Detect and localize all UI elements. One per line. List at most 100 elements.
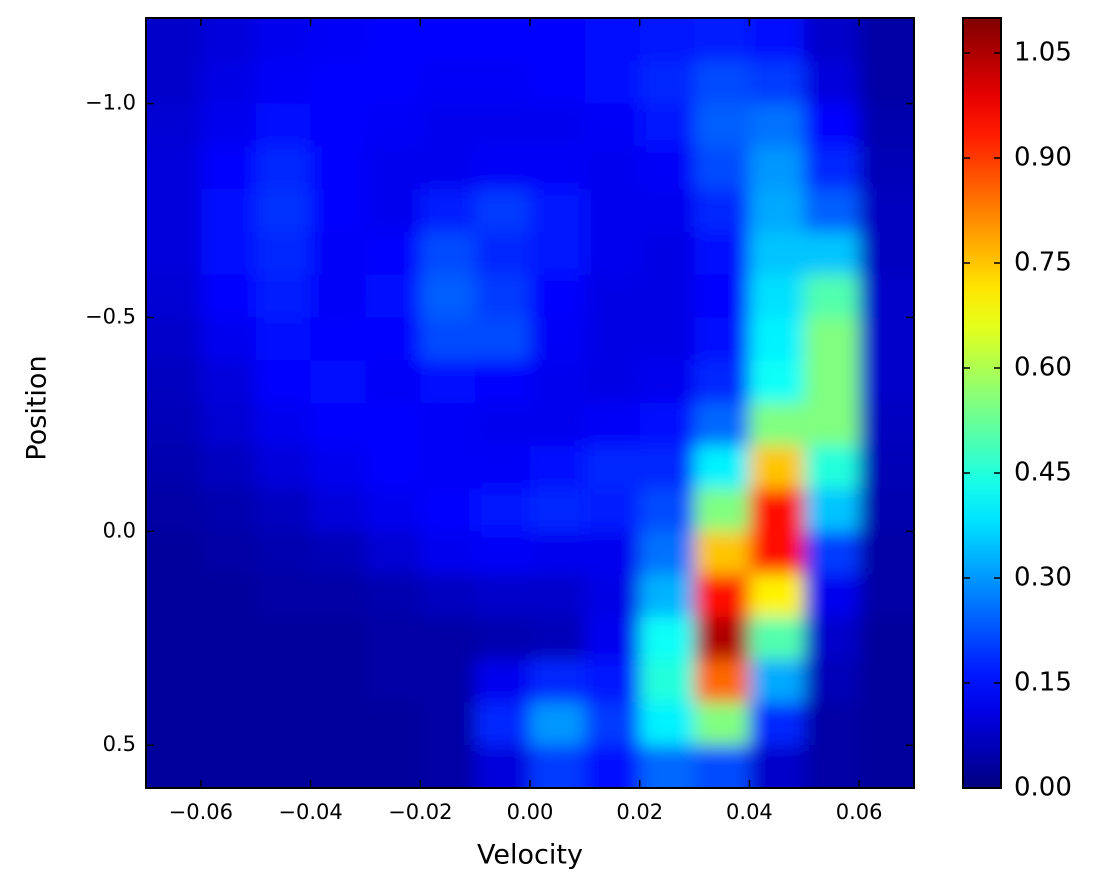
heat-cell bbox=[475, 702, 531, 746]
heat-cell bbox=[804, 103, 860, 147]
heat-cell bbox=[749, 146, 805, 190]
heat-cell bbox=[200, 616, 257, 661]
heat-cell bbox=[694, 745, 750, 788]
heat-cell bbox=[694, 60, 750, 105]
heat-cell bbox=[420, 360, 476, 404]
heat-cell bbox=[420, 103, 476, 147]
heat-cell bbox=[694, 403, 750, 447]
heat-cell bbox=[255, 445, 312, 490]
heat-cell bbox=[420, 702, 476, 746]
heat-cell bbox=[530, 274, 586, 318]
heat-cell bbox=[200, 702, 257, 746]
heat-cell bbox=[804, 702, 860, 746]
heat-cell bbox=[255, 360, 312, 404]
heat-cell bbox=[475, 745, 531, 788]
heat-cell bbox=[146, 659, 202, 703]
x-tick-label: −0.04 bbox=[278, 800, 342, 824]
heat-cell bbox=[310, 103, 366, 147]
heat-cell bbox=[200, 403, 257, 447]
heat-cell bbox=[310, 146, 366, 190]
heat-cell bbox=[859, 60, 914, 105]
heat-cell bbox=[365, 445, 421, 490]
heat-cell bbox=[804, 445, 860, 490]
heat-cell bbox=[694, 574, 750, 618]
heat-cell bbox=[639, 745, 696, 788]
heat-cell bbox=[859, 360, 914, 404]
heat-cell bbox=[749, 745, 805, 788]
heat-cell bbox=[530, 103, 586, 147]
heat-cell bbox=[530, 574, 586, 618]
heat-cell bbox=[365, 317, 421, 361]
heat-cell bbox=[694, 189, 750, 233]
heat-cell bbox=[804, 146, 860, 190]
heat-cell bbox=[146, 574, 202, 618]
heat-cell bbox=[310, 317, 366, 361]
heat-cell bbox=[749, 60, 805, 105]
heat-cell bbox=[694, 231, 750, 276]
heat-cell bbox=[475, 18, 531, 62]
heat-cell bbox=[475, 103, 531, 147]
heat-cell bbox=[310, 189, 366, 233]
heat-cell bbox=[420, 659, 476, 703]
heat-cell bbox=[420, 574, 476, 618]
heat-cell bbox=[255, 659, 312, 703]
heat-cell bbox=[420, 60, 476, 105]
heat-cell bbox=[475, 445, 531, 490]
heat-cell bbox=[310, 531, 366, 575]
heat-cell bbox=[200, 360, 257, 404]
heat-cell bbox=[859, 146, 914, 190]
heat-cell bbox=[146, 274, 202, 318]
heat-cell bbox=[365, 360, 421, 404]
heat-cell bbox=[639, 531, 696, 575]
heat-cell bbox=[749, 317, 805, 361]
heat-cell bbox=[146, 60, 202, 105]
heat-cell bbox=[310, 745, 366, 788]
heat-cell bbox=[310, 702, 366, 746]
heat-cell bbox=[749, 659, 805, 703]
heat-cell bbox=[146, 488, 202, 532]
heat-cell bbox=[859, 103, 914, 147]
heat-cell bbox=[255, 103, 312, 147]
heat-cell bbox=[255, 18, 312, 62]
heat-cell bbox=[694, 616, 750, 661]
heat-cell bbox=[639, 60, 696, 105]
heat-cell bbox=[639, 403, 696, 447]
y-tick-label: 0.5 bbox=[103, 732, 136, 756]
heat-cell bbox=[365, 146, 421, 190]
heat-cell bbox=[530, 659, 586, 703]
heat-cell bbox=[749, 231, 805, 276]
heat-cell bbox=[584, 702, 641, 746]
heat-cell bbox=[639, 189, 696, 233]
x-tick-label: 0.02 bbox=[616, 800, 663, 824]
heat-cell bbox=[639, 360, 696, 404]
heat-cell bbox=[584, 574, 641, 618]
heat-cell bbox=[584, 745, 641, 788]
heat-cell bbox=[639, 616, 696, 661]
heat-cell bbox=[639, 659, 696, 703]
heat-cell bbox=[200, 18, 257, 62]
heat-cell bbox=[749, 274, 805, 318]
heat-cell bbox=[365, 274, 421, 318]
plot-frame bbox=[145, 17, 915, 789]
heat-cell bbox=[859, 189, 914, 233]
heat-cell bbox=[146, 231, 202, 276]
x-tick-label: −0.02 bbox=[388, 800, 452, 824]
heat-cell bbox=[365, 702, 421, 746]
heat-cell bbox=[200, 745, 257, 788]
heat-cell bbox=[530, 531, 586, 575]
heat-cell bbox=[749, 702, 805, 746]
heat-cell bbox=[420, 231, 476, 276]
heat-cell bbox=[694, 360, 750, 404]
heat-cell bbox=[475, 616, 531, 661]
heat-cell bbox=[749, 488, 805, 532]
colorbar-tick-label: 0.75 bbox=[1014, 248, 1072, 278]
heat-cell bbox=[694, 274, 750, 318]
colorbar-tick-label: 0.60 bbox=[1014, 353, 1072, 383]
heat-cell bbox=[255, 317, 312, 361]
heat-cell bbox=[584, 445, 641, 490]
heat-cell bbox=[859, 659, 914, 703]
heat-cell bbox=[859, 445, 914, 490]
heat-cell bbox=[475, 317, 531, 361]
heat-cell bbox=[694, 488, 750, 532]
heat-cell bbox=[475, 659, 531, 703]
